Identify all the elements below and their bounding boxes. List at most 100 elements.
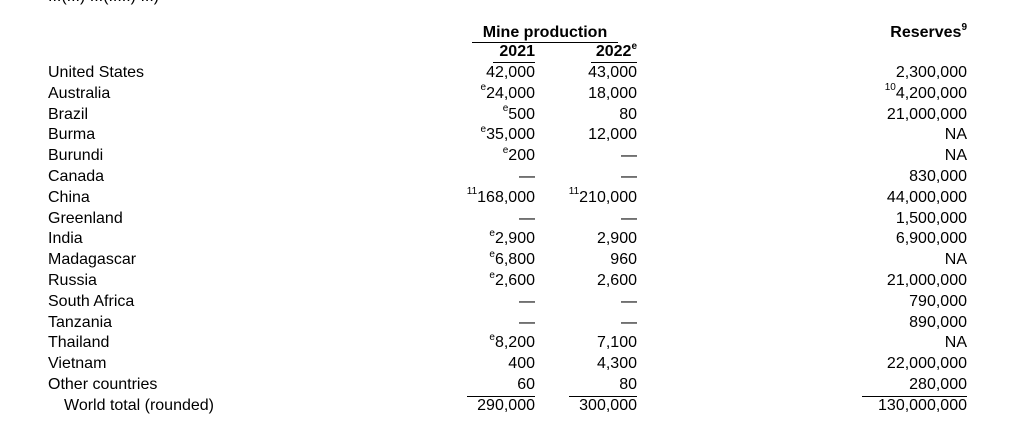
reserves-value: NA	[820, 125, 967, 146]
table-row: United States 42,000 43,000 2,300,000	[0, 63, 1024, 84]
total-reserves: 130,000,000	[820, 396, 967, 417]
production-2021: e500	[440, 104, 535, 126]
cell-value: —	[519, 167, 535, 185]
country-name: Russia	[48, 271, 97, 289]
cell-value: 4,300	[596, 355, 637, 373]
cell-value: 890,000	[909, 313, 967, 331]
cell-value: 7,100	[596, 334, 637, 352]
cell-value: 2,600	[596, 271, 637, 289]
cell-value: —	[519, 313, 535, 331]
table-row: Thailand e8,200 7,100 NA	[0, 333, 1024, 354]
total-2021: 290,000	[440, 396, 535, 417]
footnote-marker: 10	[884, 82, 896, 94]
country-name: Thailand	[48, 334, 110, 352]
cell-value: 400	[508, 355, 535, 373]
production-2021: e35,000	[440, 124, 536, 146]
production-2022: 2,900	[545, 229, 637, 250]
cell-value: 43,000	[588, 64, 637, 81]
production-2021: e200	[440, 144, 535, 167]
table-row: Brazil e500 80 21,000,000	[0, 104, 1024, 126]
header-mine-production: Mine production	[482, 24, 608, 41]
production-2022: 4,300	[545, 354, 637, 375]
header-reserves: Reserves9	[830, 21, 967, 44]
cell-value: 12,000	[588, 126, 637, 144]
cell-value: 80	[619, 105, 637, 123]
footnote-marker: e	[480, 82, 487, 94]
cell-value: 130,000,000	[878, 396, 967, 414]
table-row: Burundi e200 — NA	[0, 144, 1024, 167]
production-2022: 11210,000	[545, 187, 637, 209]
reserves-value: 44,000,000	[820, 188, 967, 209]
cell-value: 42,000	[486, 64, 535, 81]
reserves-value: 6,900,000	[820, 229, 967, 250]
country-name: South Africa	[48, 292, 135, 310]
cell-value: —	[621, 209, 637, 227]
country-name: Australia	[48, 84, 111, 102]
cell-value: 290,000	[477, 396, 535, 414]
production-2021: e8,200	[440, 333, 535, 354]
footnote-marker: e	[480, 124, 487, 136]
production-2022: 80	[545, 375, 637, 396]
production-2022: 80	[545, 105, 637, 126]
table-row: Russia e2,600 2,600 21,000,000	[0, 270, 1024, 292]
production-2022: —	[545, 209, 637, 230]
production-2021: 42,000	[440, 63, 535, 84]
cell-value: NA	[944, 251, 967, 269]
cell-value: 44,000,000	[886, 188, 967, 206]
table-row: Greenland — — 1,500,000	[0, 209, 1024, 230]
production-2021: e2,600	[440, 270, 535, 292]
total-line-reserves	[862, 396, 967, 397]
cell-value: 1,500,000	[895, 209, 967, 227]
cell-value: 18,000	[588, 84, 637, 102]
cell-value: 4,200,000	[895, 84, 967, 102]
reserves-value: 2,300,000	[820, 63, 967, 84]
cell-value: 35,000	[486, 126, 535, 144]
production-2021: e2,900	[440, 229, 535, 250]
footnote-marker: e	[502, 144, 509, 156]
header-year-2022: 2022e	[555, 40, 637, 63]
cell-value: NA	[944, 334, 967, 352]
reserves-value: 890,000	[820, 313, 967, 334]
year-2022-text: 2022	[595, 43, 632, 60]
table-row: Burma e35,000 12,000 NA	[0, 125, 1024, 146]
reserves-footnote: 9	[961, 21, 967, 33]
total-2022: 300,000	[545, 396, 637, 417]
production-2021: —	[440, 313, 535, 334]
year-2022-footnote: e	[631, 40, 637, 52]
production-2022: —	[545, 292, 637, 313]
total-label: World total (rounded)	[64, 396, 214, 414]
production-table: United States 42,000 43,000 2,300,000 Austra…	[0, 63, 1024, 417]
cell-value: 300,000	[579, 396, 637, 414]
production-2021: —	[440, 209, 535, 230]
country-name: Burma	[48, 126, 96, 144]
table-row: South Africa — — 790,000	[0, 292, 1024, 313]
country-name: Greenland	[48, 209, 123, 227]
cell-value: 168,000	[477, 188, 535, 206]
cell-value: 500	[508, 105, 535, 123]
production-2022: —	[545, 146, 637, 167]
cell-value: 210,000	[579, 188, 637, 206]
reserves-value: 22,000,000	[820, 354, 967, 375]
production-2022: —	[545, 167, 637, 188]
production-2021: 400	[440, 354, 535, 375]
production-2021: 11168,000	[440, 187, 535, 209]
country-name: United States	[48, 64, 145, 81]
table-row: Madagascar e6,800 960 NA	[0, 249, 1024, 271]
country-name: China	[48, 188, 90, 206]
reserves-value: NA	[820, 146, 967, 167]
cell-value: 80	[619, 375, 637, 393]
cell-value: 6,900,000	[895, 230, 967, 248]
cell-value: 200	[508, 147, 535, 165]
production-2021: e6,800	[440, 249, 535, 271]
country-name: Vietnam	[48, 355, 107, 373]
footnote-marker: e	[489, 332, 495, 344]
cell-value: 830,000	[909, 167, 967, 185]
reserves-value: NA	[820, 333, 967, 354]
cell-value: 280,000	[909, 375, 967, 393]
country-name: Tanzania	[48, 313, 113, 331]
country-name: Brazil	[48, 105, 89, 123]
table-row: Vietnam 400 4,300 22,000,000	[0, 354, 1024, 375]
production-2021: 60	[440, 375, 535, 396]
cell-value: 60	[517, 375, 535, 393]
cell-value: 22,000,000	[886, 355, 967, 373]
